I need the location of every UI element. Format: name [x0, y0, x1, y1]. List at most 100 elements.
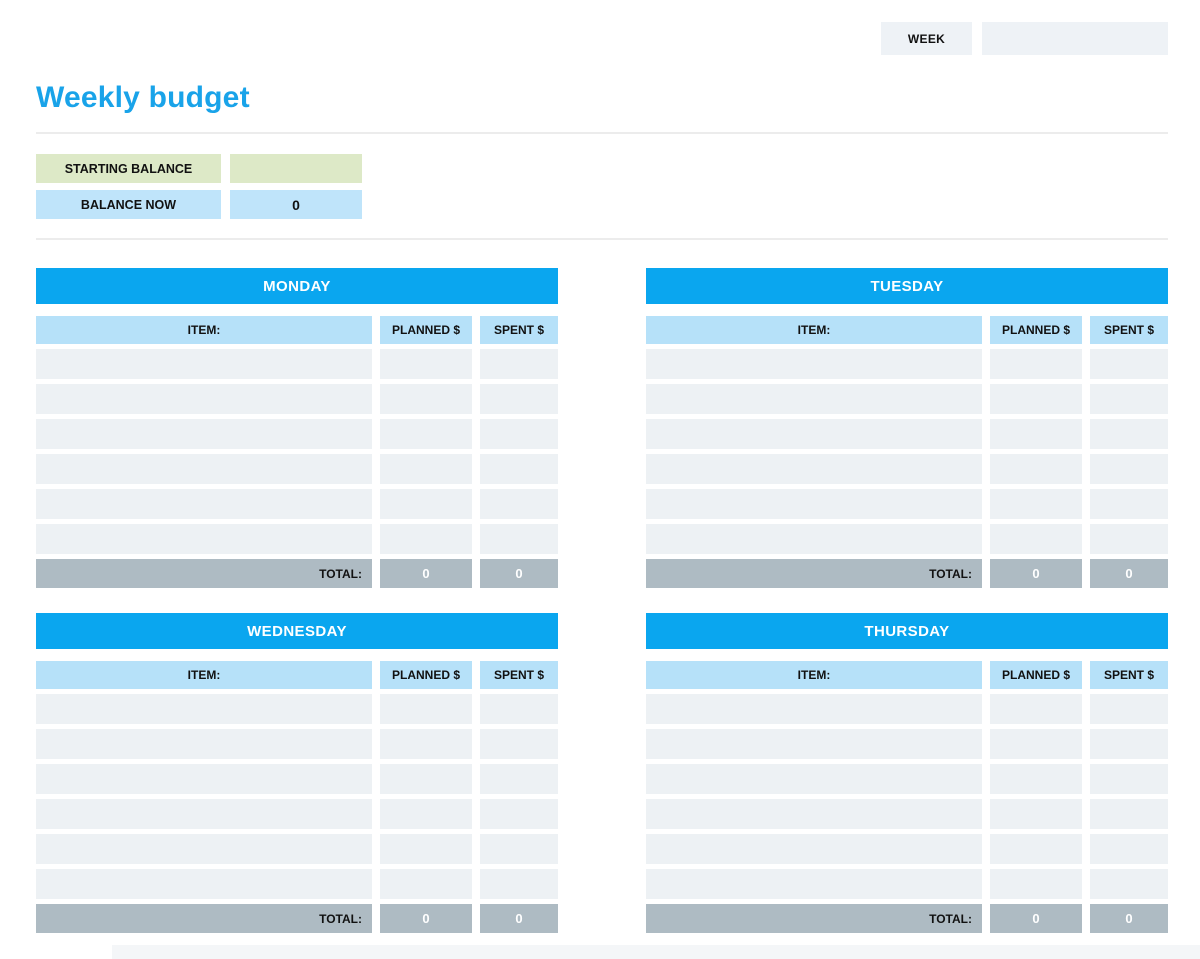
item-rows — [36, 349, 558, 554]
spent-column-header: SPENT $ — [480, 661, 558, 689]
spent-cell-input[interactable] — [1090, 799, 1168, 829]
day-header: MONDAY — [36, 268, 558, 304]
spent-cell-input[interactable] — [1090, 384, 1168, 414]
planned-cell-input[interactable] — [380, 834, 472, 864]
spent-cell-input[interactable] — [480, 694, 558, 724]
spent-cell-input[interactable] — [1090, 419, 1168, 449]
item-cell-input[interactable] — [36, 454, 372, 484]
spent-cell-input[interactable] — [480, 869, 558, 899]
planned-cell-input[interactable] — [380, 419, 472, 449]
spent-cell-input[interactable] — [1090, 454, 1168, 484]
planned-cell-input[interactable] — [380, 524, 472, 554]
item-rows — [646, 694, 1168, 899]
planned-column-header: PLANNED $ — [380, 316, 472, 344]
item-cell-input[interactable] — [646, 454, 982, 484]
day-tables-grid: MONDAY ITEM: PLANNED $ SPENT $ TOTAL: 0 … — [36, 268, 1168, 933]
planned-cell-input[interactable] — [380, 869, 472, 899]
total-planned-value: 0 — [380, 559, 472, 588]
spent-cell-input[interactable] — [1090, 834, 1168, 864]
item-cell-input[interactable] — [646, 524, 982, 554]
spent-cell-input[interactable] — [480, 454, 558, 484]
planned-cell-input[interactable] — [990, 419, 1082, 449]
planned-cell-input[interactable] — [990, 384, 1082, 414]
spent-cell-input[interactable] — [1090, 489, 1168, 519]
planned-cell-input[interactable] — [990, 869, 1082, 899]
planned-cell-input[interactable] — [990, 454, 1082, 484]
item-cell-input[interactable] — [36, 729, 372, 759]
starting-balance-value[interactable] — [230, 154, 362, 183]
balance-block: STARTING BALANCE BALANCE NOW 0 — [36, 154, 1200, 219]
item-cell-input[interactable] — [36, 384, 372, 414]
planned-cell-input[interactable] — [380, 349, 472, 379]
planned-cell-input[interactable] — [990, 729, 1082, 759]
spent-cell-input[interactable] — [480, 729, 558, 759]
balance-now-value[interactable]: 0 — [230, 190, 362, 219]
spent-cell-input[interactable] — [480, 524, 558, 554]
planned-cell-input[interactable] — [990, 524, 1082, 554]
spent-cell-input[interactable] — [480, 349, 558, 379]
planned-cell-input[interactable] — [380, 384, 472, 414]
planned-cell-input[interactable] — [380, 454, 472, 484]
item-cell-input[interactable] — [36, 764, 372, 794]
item-row — [36, 729, 558, 759]
item-cell-input[interactable] — [36, 349, 372, 379]
planned-cell-input[interactable] — [990, 694, 1082, 724]
planned-cell-input[interactable] — [380, 729, 472, 759]
item-cell-input[interactable] — [36, 799, 372, 829]
spent-cell-input[interactable] — [480, 764, 558, 794]
total-planned-value: 0 — [990, 904, 1082, 933]
item-cell-input[interactable] — [646, 799, 982, 829]
total-row: TOTAL: 0 0 — [646, 904, 1168, 933]
item-cell-input[interactable] — [36, 419, 372, 449]
spent-cell-input[interactable] — [480, 799, 558, 829]
item-cell-input[interactable] — [646, 834, 982, 864]
spent-cell-input[interactable] — [1090, 764, 1168, 794]
item-rows — [646, 349, 1168, 554]
planned-cell-input[interactable] — [380, 489, 472, 519]
spent-cell-input[interactable] — [1090, 869, 1168, 899]
item-column-header: ITEM: — [36, 661, 372, 689]
item-cell-input[interactable] — [646, 489, 982, 519]
item-cell-input[interactable] — [36, 489, 372, 519]
planned-cell-input[interactable] — [990, 834, 1082, 864]
item-cell-input[interactable] — [646, 419, 982, 449]
item-cell-input[interactable] — [646, 869, 982, 899]
planned-cell-input[interactable] — [990, 799, 1082, 829]
planned-cell-input[interactable] — [990, 349, 1082, 379]
spent-cell-input[interactable] — [480, 489, 558, 519]
item-row — [646, 694, 1168, 724]
day-table-monday: MONDAY ITEM: PLANNED $ SPENT $ TOTAL: 0 … — [36, 268, 558, 588]
spent-cell-input[interactable] — [480, 419, 558, 449]
spent-cell-input[interactable] — [1090, 729, 1168, 759]
total-spent-value: 0 — [480, 904, 558, 933]
spent-cell-input[interactable] — [480, 384, 558, 414]
spent-cell-input[interactable] — [1090, 694, 1168, 724]
spent-column-header: SPENT $ — [1090, 661, 1168, 689]
spent-cell-input[interactable] — [1090, 349, 1168, 379]
item-column-header: ITEM: — [646, 316, 982, 344]
columns-header: ITEM: PLANNED $ SPENT $ — [36, 316, 558, 344]
spent-cell-input[interactable] — [1090, 524, 1168, 554]
planned-cell-input[interactable] — [990, 489, 1082, 519]
item-row — [646, 524, 1168, 554]
item-row — [36, 834, 558, 864]
item-cell-input[interactable] — [36, 869, 372, 899]
item-cell-input[interactable] — [36, 694, 372, 724]
item-cell-input[interactable] — [646, 349, 982, 379]
planned-cell-input[interactable] — [990, 764, 1082, 794]
item-cell-input[interactable] — [36, 834, 372, 864]
planned-cell-input[interactable] — [380, 799, 472, 829]
item-cell-input[interactable] — [36, 524, 372, 554]
spent-cell-input[interactable] — [480, 834, 558, 864]
item-cell-input[interactable] — [646, 729, 982, 759]
item-cell-input[interactable] — [646, 764, 982, 794]
item-cell-input[interactable] — [646, 694, 982, 724]
balance-now-row: BALANCE NOW 0 — [36, 190, 1200, 219]
item-cell-input[interactable] — [646, 384, 982, 414]
week-input[interactable] — [982, 22, 1168, 55]
planned-cell-input[interactable] — [380, 764, 472, 794]
planned-cell-input[interactable] — [380, 694, 472, 724]
item-row — [36, 524, 558, 554]
planned-column-header: PLANNED $ — [380, 661, 472, 689]
total-row: TOTAL: 0 0 — [646, 559, 1168, 588]
